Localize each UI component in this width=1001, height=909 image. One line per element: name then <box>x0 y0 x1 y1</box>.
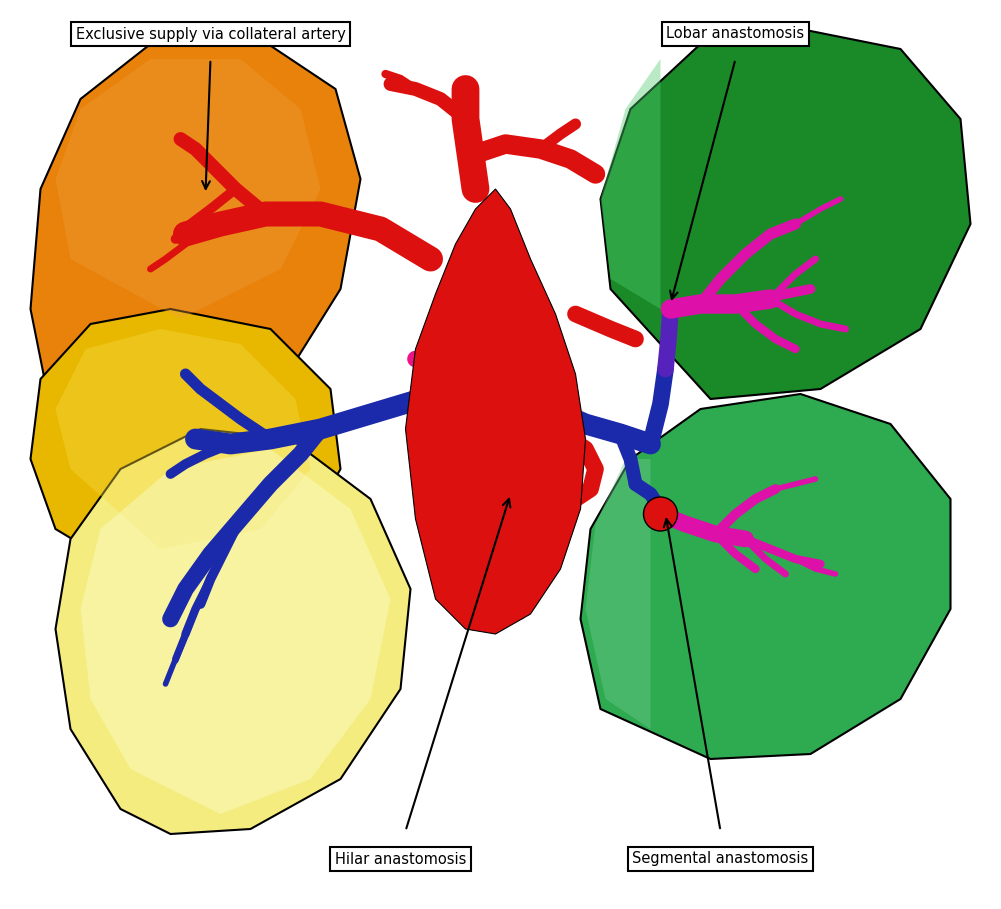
Polygon shape <box>80 449 390 814</box>
Circle shape <box>644 497 678 531</box>
Text: Hilar anastomosis: Hilar anastomosis <box>334 852 466 866</box>
Text: Segmental anastomosis: Segmental anastomosis <box>633 852 809 866</box>
Polygon shape <box>55 59 320 319</box>
Polygon shape <box>601 29 971 399</box>
Polygon shape <box>55 429 410 834</box>
Polygon shape <box>586 459 651 729</box>
Text: Exclusive supply via collateral artery: Exclusive supply via collateral artery <box>75 26 345 42</box>
Text: Lobar anastomosis: Lobar anastomosis <box>667 26 805 42</box>
Polygon shape <box>30 309 340 579</box>
Polygon shape <box>405 189 586 634</box>
Polygon shape <box>30 39 360 419</box>
Polygon shape <box>581 394 951 759</box>
Polygon shape <box>55 329 310 549</box>
Polygon shape <box>601 59 661 309</box>
